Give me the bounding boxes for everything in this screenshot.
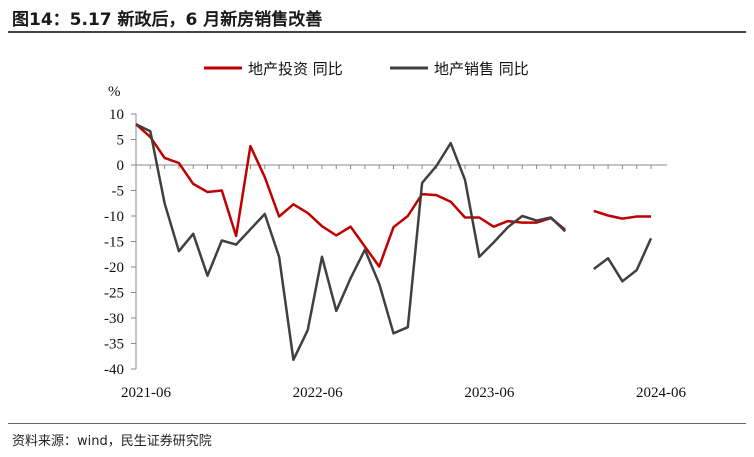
x-tick-label: 2023-06 — [464, 385, 514, 401]
y-tick-label: -35 — [104, 337, 124, 353]
y-tick-label: -15 — [104, 235, 124, 251]
series-lines — [135, 123, 653, 362]
y-unit-label: % — [108, 84, 121, 100]
y-tick-label: -40 — [104, 362, 124, 378]
y-tick-label: -30 — [104, 311, 124, 327]
x-tick-label: 2022-06 — [293, 385, 343, 401]
y-tick-label: 5 — [117, 133, 125, 149]
legend: 地产投资 同比 地产销售 同比 — [204, 60, 529, 78]
series-line-1 — [135, 123, 651, 268]
y-tick-label: -25 — [104, 286, 124, 302]
figure-title: 图14：5.17 新政后，6 月新房销售改善 — [12, 10, 323, 30]
y-tick-label: -10 — [104, 209, 124, 225]
series-line-2 — [135, 123, 653, 362]
source-note: 资料来源：wind，民生证券研究院 — [12, 434, 212, 449]
title-rule — [8, 31, 746, 33]
x-axis: 2021-06 2022-06 2023-06 2024-06 — [121, 164, 686, 401]
source-rule — [8, 423, 746, 424]
y-tick-label: 0 — [117, 158, 125, 174]
y-tick-label: -5 — [112, 184, 125, 200]
legend-label: 地产投资 同比 — [248, 60, 343, 78]
y-tick-label: 10 — [109, 107, 124, 123]
x-tick-label: 2021-06 — [121, 385, 171, 401]
y-axis: 10 5 0 -5 -10 -15 -20 -25 -30 -35 -40 — [104, 107, 137, 378]
x-tick-label: 2024-06 — [636, 385, 686, 401]
y-tick-label: -20 — [104, 260, 124, 276]
legend-label: 地产销售 同比 — [434, 60, 529, 78]
